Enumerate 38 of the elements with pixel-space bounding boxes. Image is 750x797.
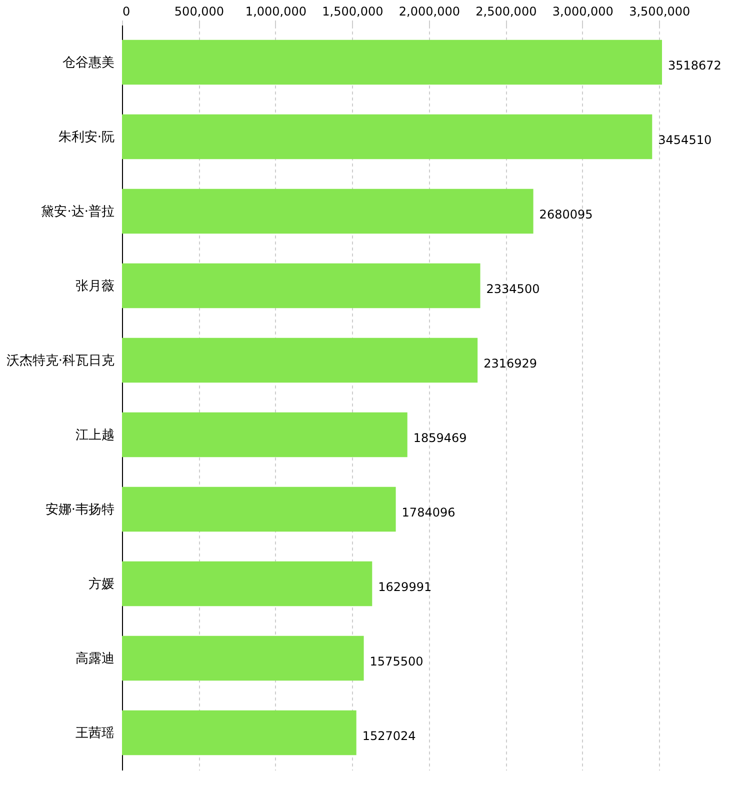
data-label: 3518672 bbox=[668, 58, 722, 72]
bar bbox=[122, 412, 408, 458]
y-tick-label: 高露迪 bbox=[76, 650, 114, 666]
data-label: 1527024 bbox=[362, 728, 416, 743]
data-label: 1859469 bbox=[413, 430, 467, 445]
x-tick-label: 2,000,000 bbox=[398, 4, 460, 18]
x-tick-label: 2,500,000 bbox=[476, 4, 537, 18]
y-tick-label: 张月薇 bbox=[76, 278, 114, 294]
data-label: 1784096 bbox=[402, 505, 456, 520]
bar bbox=[122, 188, 534, 234]
data-label: 2316929 bbox=[484, 356, 538, 370]
data-label: 2680095 bbox=[539, 207, 593, 222]
y-tick-label: 安娜·韦扬特 bbox=[45, 501, 114, 518]
y-tick-label: 仓谷惠美 bbox=[62, 54, 114, 70]
data-label: 1629991 bbox=[378, 580, 432, 594]
bar bbox=[122, 40, 662, 85]
y-tick-label: 江上越 bbox=[76, 428, 114, 443]
y-tick-label: 王茜瑶 bbox=[76, 726, 114, 741]
x-tick-label: 1,500,000 bbox=[322, 4, 384, 18]
data-label: 2334500 bbox=[486, 282, 540, 296]
data-label: 3454510 bbox=[658, 132, 712, 147]
bar bbox=[122, 486, 396, 532]
bar bbox=[122, 263, 480, 308]
y-tick-label: 方媛 bbox=[88, 576, 114, 592]
bar bbox=[122, 710, 356, 756]
bar bbox=[122, 338, 478, 383]
y-tick-label: 沃杰特克·科瓦日克 bbox=[6, 353, 114, 368]
bar bbox=[122, 561, 372, 606]
x-tick-label: 3,500,000 bbox=[629, 4, 690, 18]
y-tick-label: 朱利安·阮 bbox=[58, 128, 114, 145]
x-tick-label: 500,000 bbox=[174, 4, 224, 18]
x-tick-label: 3,000,000 bbox=[552, 4, 614, 18]
x-tick-label: 0 bbox=[122, 4, 130, 18]
data-label: 1575500 bbox=[370, 654, 424, 668]
x-tick-label: 1,000,000 bbox=[245, 4, 307, 18]
bar bbox=[122, 114, 652, 160]
y-tick-label: 黛安·达·普拉 bbox=[41, 203, 114, 220]
bar bbox=[122, 636, 364, 681]
